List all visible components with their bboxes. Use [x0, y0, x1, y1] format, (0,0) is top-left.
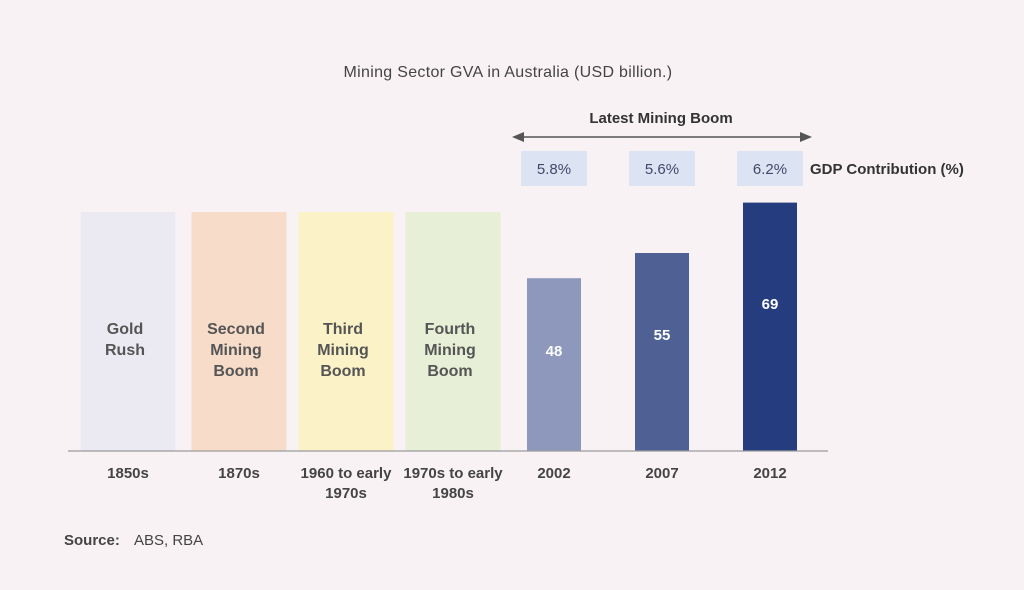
era-label: Rush — [105, 342, 145, 359]
boom-arrow-right-head — [800, 132, 812, 142]
gdp-value: 6.2% — [753, 161, 787, 178]
bar-value-label: 69 — [762, 296, 779, 313]
gdp-box — [737, 151, 803, 186]
source-note: Source: ABS, RBA — [64, 532, 203, 549]
gdp-value: 5.6% — [645, 161, 679, 178]
value-bar — [635, 253, 689, 451]
era-label: Fourth — [425, 321, 476, 338]
x-tick-labels: 1850s 1870s 1960 to early 1970s 1970s to ear… — [107, 465, 787, 502]
value-bar — [743, 202, 797, 451]
era-label: Second — [207, 321, 265, 338]
x-tick-label: 1980s — [432, 485, 474, 502]
boom-arrow-left-head — [512, 132, 524, 142]
era-label: Boom — [320, 363, 365, 380]
x-tick-label: 1870s — [218, 465, 260, 482]
era-label: Boom — [427, 363, 472, 380]
gdp-contribution-group: 5.8% 5.6% 6.2% GDP Contribution (%) Latest M… — [512, 110, 964, 186]
x-tick-label: 1970s — [325, 485, 367, 502]
x-tick-label: 1970s to early — [403, 465, 503, 482]
era-label: Boom — [213, 363, 258, 380]
bar-value-label: 48 — [546, 343, 563, 360]
value-bar — [527, 278, 581, 451]
era-label: Third — [323, 321, 363, 338]
x-tick-label: 2002 — [537, 465, 570, 482]
chart-title: Mining Sector GVA in Australia (USD bill… — [344, 64, 673, 81]
gdp-value: 5.8% — [537, 161, 571, 178]
era-bar — [405, 212, 501, 451]
boom-annotation: Latest Mining Boom — [589, 110, 732, 127]
era-label: Mining — [317, 342, 369, 359]
gdp-box — [629, 151, 695, 186]
gdp-contribution-label: GDP Contribution (%) — [810, 161, 964, 178]
x-tick-label: 2007 — [645, 465, 678, 482]
x-tick-label: 1960 to early — [301, 465, 393, 482]
era-label: Gold — [107, 321, 143, 338]
bar-value-label: 55 — [654, 327, 671, 344]
gdp-box — [521, 151, 587, 186]
bars-group: Gold Rush Second Mining Boom Third Mining Boom F… — [80, 202, 797, 451]
era-label: Mining — [210, 342, 262, 359]
era-bar — [191, 212, 287, 451]
era-bar — [80, 212, 176, 451]
source-label: Source: — [64, 532, 120, 549]
x-tick-label: 1850s — [107, 465, 149, 482]
source-text: ABS, RBA — [134, 532, 203, 549]
era-label: Mining — [424, 342, 476, 359]
era-bar — [298, 212, 394, 451]
x-tick-label: 2012 — [753, 465, 786, 482]
